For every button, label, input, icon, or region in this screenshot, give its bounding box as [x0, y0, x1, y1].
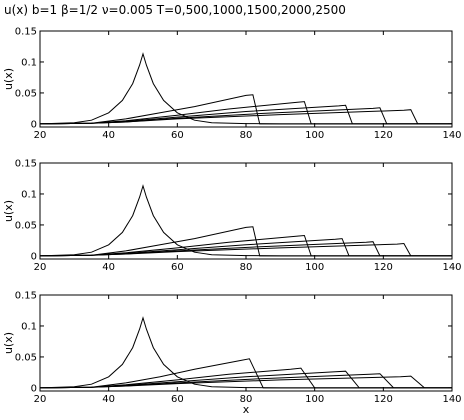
x-tick-label: 100 [305, 130, 324, 141]
x-tick-label: 120 [374, 394, 393, 405]
series-line-1 [39, 316, 452, 389]
x-tick-label: 60 [171, 130, 184, 141]
figure-title: u(x) b=1 β=1/2 ν=0.005 T=0,500,1000,1500… [4, 3, 346, 17]
y-tick-label: 0.15 [15, 159, 37, 170]
y-tick-label: 0.15 [15, 27, 37, 38]
panel-1: 20 40 60 80 100 120 140 0 0.05 0.1 0.15 u(x) [2, 27, 462, 142]
x-tick-label: 60 [171, 394, 184, 405]
series-line-6 [39, 109, 452, 125]
x-tick-label: 80 [240, 130, 253, 141]
panel-3: 20 40 60 80 100 120 140 0 0.05 0.1 0.15 u(x) x [2, 291, 462, 417]
series-line-1 [39, 52, 452, 125]
x-tick-label: 20 [34, 394, 47, 405]
y-tick-label: 0.1 [21, 189, 37, 200]
series-line-3 [39, 101, 452, 125]
x-tick-label: 120 [374, 262, 393, 273]
y-axis-label: u(x) [2, 200, 15, 222]
series-line-6 [39, 242, 452, 257]
x-tick-label: 20 [34, 130, 47, 141]
x-tick-label: 100 [305, 394, 324, 405]
plot-frame [39, 30, 453, 128]
x-tick-label: 60 [171, 262, 184, 273]
x-tick-label: 80 [240, 394, 253, 405]
series-line-2 [39, 94, 452, 125]
x-tick-label: 140 [442, 130, 461, 141]
panel-2: 20 40 60 80 100 120 140 0 0.05 0.1 0.15 u(x) [2, 159, 462, 274]
x-tick-label: 100 [305, 262, 324, 273]
x-tick-label: 40 [102, 262, 115, 273]
y-tick-label: 0.15 [15, 291, 37, 302]
series-line-1 [39, 184, 452, 257]
y-tick-label: 0.1 [21, 321, 37, 332]
x-tick-label: 40 [102, 130, 115, 141]
x-tick-label: 140 [442, 394, 461, 405]
x-tick-label: 120 [374, 130, 393, 141]
y-tick-label: 0 [31, 383, 37, 394]
x-tick-label: 20 [34, 262, 47, 273]
panels: 20 40 60 80 100 120 140 0 0.05 0.1 0.15 u(x) 20 40 60 8… [2, 27, 462, 417]
y-tick-label: 0 [31, 119, 37, 130]
series-line-6 [39, 375, 452, 389]
y-tick-label: 0.05 [15, 220, 37, 231]
x-tick-label: 40 [102, 394, 115, 405]
y-tick-label: 0.05 [15, 352, 37, 363]
series-line-2 [39, 226, 452, 257]
y-axis-label: u(x) [2, 68, 15, 90]
y-tick-label: 0.05 [15, 88, 37, 99]
y-tick-label: 0.1 [21, 57, 37, 68]
x-tick-label: 140 [442, 262, 461, 273]
x-tick-label: 80 [240, 262, 253, 273]
y-axis-label: u(x) [2, 332, 15, 354]
y-tick-label: 0 [31, 251, 37, 262]
series-line-2 [39, 358, 452, 389]
x-axis-label: x [243, 403, 250, 416]
series-line-3 [39, 234, 452, 257]
